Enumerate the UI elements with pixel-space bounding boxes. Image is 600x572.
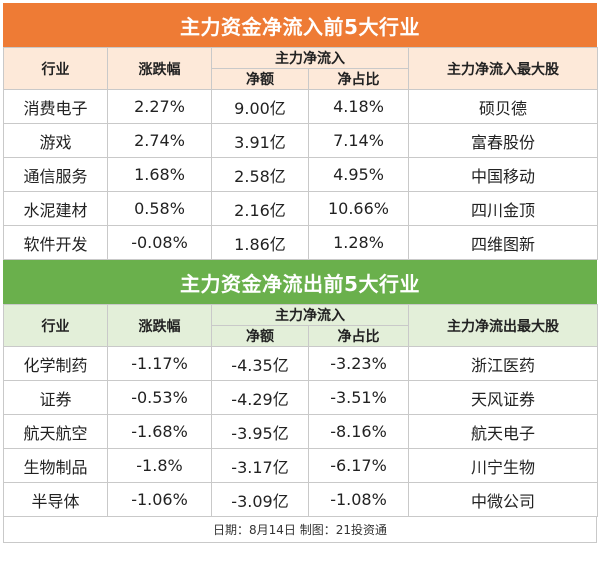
- stock-cell: 川宁生物: [408, 448, 598, 483]
- ratio-cell: -8.16%: [308, 414, 409, 449]
- industry-cell: 通信服务: [3, 157, 108, 192]
- ratio-cell: 1.28%: [308, 225, 409, 260]
- inflow-header-industry: 行业: [3, 47, 108, 90]
- outflow-header-amount: 净额: [211, 325, 309, 347]
- stock-cell: 中微公司: [408, 482, 598, 517]
- stock-cell: 富春股份: [408, 123, 598, 158]
- outflow-title: 主力资金净流出前5大行业: [3, 260, 597, 304]
- amount-cell: 1.86亿: [211, 225, 309, 260]
- outflow-table: 行业 涨跌幅 主力净流入 主力净流出最大股 净额 净占比 化学制药 -1.17%…: [3, 304, 598, 517]
- amount-cell: -3.17亿: [211, 448, 309, 483]
- change-cell: -1.8%: [107, 448, 212, 483]
- outflow-header-net-group: 主力净流入: [211, 304, 409, 326]
- change-cell: -1.17%: [107, 346, 212, 381]
- stock-cell: 硕贝德: [408, 89, 598, 124]
- table-row: 消费电子 2.27% 9.00亿 4.18% 硕贝德: [3, 89, 598, 124]
- amount-cell: -4.29亿: [211, 380, 309, 415]
- amount-cell: -3.95亿: [211, 414, 309, 449]
- inflow-subheader-row: 净额 净占比: [4, 68, 598, 90]
- industry-cell: 航天航空: [3, 414, 108, 449]
- change-cell: 2.74%: [107, 123, 212, 158]
- source-footer: 日期：8月14日 制图：21投资通: [3, 517, 597, 543]
- industry-cell: 消费电子: [3, 89, 108, 124]
- stock-cell: 四川金顶: [408, 191, 598, 226]
- outflow-header-industry: 行业: [3, 304, 108, 347]
- industry-cell: 游戏: [3, 123, 108, 158]
- ratio-cell: 7.14%: [308, 123, 409, 158]
- stock-cell: 四维图新: [408, 225, 598, 260]
- amount-cell: 9.00亿: [211, 89, 309, 124]
- table-row: 游戏 2.74% 3.91亿 7.14% 富春股份: [3, 123, 598, 158]
- amount-cell: -3.09亿: [211, 482, 309, 517]
- table-row: 生物制品 -1.8% -3.17亿 -6.17% 川宁生物: [3, 448, 598, 483]
- ratio-cell: 4.95%: [308, 157, 409, 192]
- amount-cell: 3.91亿: [211, 123, 309, 158]
- inflow-header-ratio: 净占比: [308, 68, 409, 90]
- industry-cell: 水泥建材: [3, 191, 108, 226]
- inflow-header-amount: 净额: [211, 68, 309, 90]
- ratio-cell: -3.51%: [308, 380, 409, 415]
- change-cell: -1.68%: [107, 414, 212, 449]
- change-cell: -0.08%: [107, 225, 212, 260]
- ratio-cell: -1.08%: [308, 482, 409, 517]
- ratio-cell: 4.18%: [308, 89, 409, 124]
- change-cell: 0.58%: [107, 191, 212, 226]
- inflow-table: 行业 涨跌幅 主力净流入 主力净流入最大股 净额 净占比 消费电子 2.27% …: [3, 47, 598, 260]
- outflow-subheader-row: 净额 净占比: [4, 325, 598, 347]
- amount-cell: 2.16亿: [211, 191, 309, 226]
- stock-cell: 浙江医药: [408, 346, 598, 381]
- table-row: 证券 -0.53% -4.29亿 -3.51% 天风证券: [3, 380, 598, 415]
- outflow-header-top-stock: 主力净流出最大股: [408, 304, 598, 347]
- table-row: 航天航空 -1.68% -3.95亿 -8.16% 航天电子: [3, 414, 598, 449]
- outflow-header-change: 涨跌幅: [107, 304, 212, 347]
- table-row: 软件开发 -0.08% 1.86亿 1.28% 四维图新: [3, 225, 598, 260]
- inflow-header-change: 涨跌幅: [107, 47, 212, 90]
- change-cell: -0.53%: [107, 380, 212, 415]
- table-row: 水泥建材 0.58% 2.16亿 10.66% 四川金顶: [3, 191, 598, 226]
- ratio-cell: -6.17%: [308, 448, 409, 483]
- change-cell: 1.68%: [107, 157, 212, 192]
- change-cell: 2.27%: [107, 89, 212, 124]
- inflow-title: 主力资金净流入前5大行业: [3, 3, 597, 47]
- ratio-cell: -3.23%: [308, 346, 409, 381]
- stock-cell: 中国移动: [408, 157, 598, 192]
- ratio-cell: 10.66%: [308, 191, 409, 226]
- inflow-header-net-group: 主力净流入: [211, 47, 409, 69]
- industry-cell: 软件开发: [3, 225, 108, 260]
- amount-cell: -4.35亿: [211, 346, 309, 381]
- stock-cell: 航天电子: [408, 414, 598, 449]
- industry-cell: 化学制药: [3, 346, 108, 381]
- industry-cell: 证券: [3, 380, 108, 415]
- industry-cell: 生物制品: [3, 448, 108, 483]
- page-root: 主力资金净流入前5大行业 行业 涨跌幅 主力净流入 主力净流入最大股 净额 净占…: [3, 3, 598, 543]
- amount-cell: 2.58亿: [211, 157, 309, 192]
- inflow-header-row: 行业 涨跌幅 主力净流入 主力净流入最大股: [3, 47, 598, 90]
- table-row: 通信服务 1.68% 2.58亿 4.95% 中国移动: [3, 157, 598, 192]
- outflow-header-ratio: 净占比: [308, 325, 409, 347]
- industry-cell: 半导体: [3, 482, 108, 517]
- change-cell: -1.06%: [107, 482, 212, 517]
- outflow-header-row: 行业 涨跌幅 主力净流入 主力净流出最大股: [3, 304, 598, 347]
- table-row: 半导体 -1.06% -3.09亿 -1.08% 中微公司: [3, 482, 598, 517]
- stock-cell: 天风证券: [408, 380, 598, 415]
- table-row: 化学制药 -1.17% -4.35亿 -3.23% 浙江医药: [3, 346, 598, 381]
- inflow-header-top-stock: 主力净流入最大股: [408, 47, 598, 90]
